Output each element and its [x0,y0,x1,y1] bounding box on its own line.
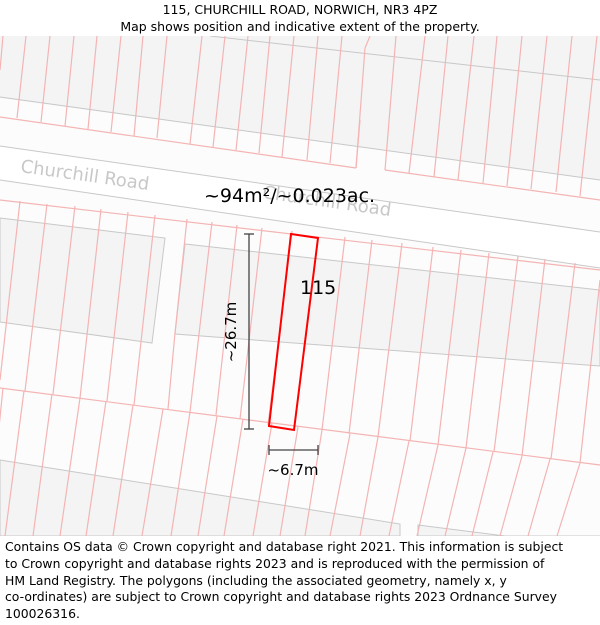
width-measure-line [268,445,319,455]
copyright-line-1: Contains OS data © Crown copyright and d… [5,539,564,554]
building-block-west [0,217,166,344]
property-boundary[interactable] [267,232,320,432]
map-subtitle: Map shows position and indicative extent… [120,19,480,34]
copyright-line-2: to Crown copyright and database rights 2… [5,555,545,571]
map-header: 115, CHURCHILL ROAD, NORWICH, NR3 4PZ Ma… [0,0,600,37]
property-address-title: 115, CHURCHILL ROAD, NORWICH, NR3 4PZ [162,2,438,17]
copyright-notice: Contains OS data © Crown copyright and d… [5,539,597,623]
map-canvas: Churchill Road Churchill Road ~94m²/~0.0… [0,36,600,536]
height-measure-line [244,233,254,430]
copyright-line-5: 100026316. [5,606,80,622]
parcel-boundaries [0,36,600,536]
width-measure-label: ~6.7m [267,461,318,479]
copyright-line-3: HM Land Registry. The polygons (includin… [5,572,507,588]
area-label: ~94m²/~0.023ac. [204,185,375,207]
property-map[interactable]: Churchill Road Churchill Road ~94m²/~0.0… [0,36,600,536]
copyright-line-4: co-ordinates) are subject to Crown copyr… [5,589,557,605]
churchill-road [0,146,600,268]
building-block-north [0,36,600,180]
building-block-south [0,459,401,536]
height-measure-label: ~26.7m [222,302,240,363]
property-number-label: 115 [300,277,336,299]
